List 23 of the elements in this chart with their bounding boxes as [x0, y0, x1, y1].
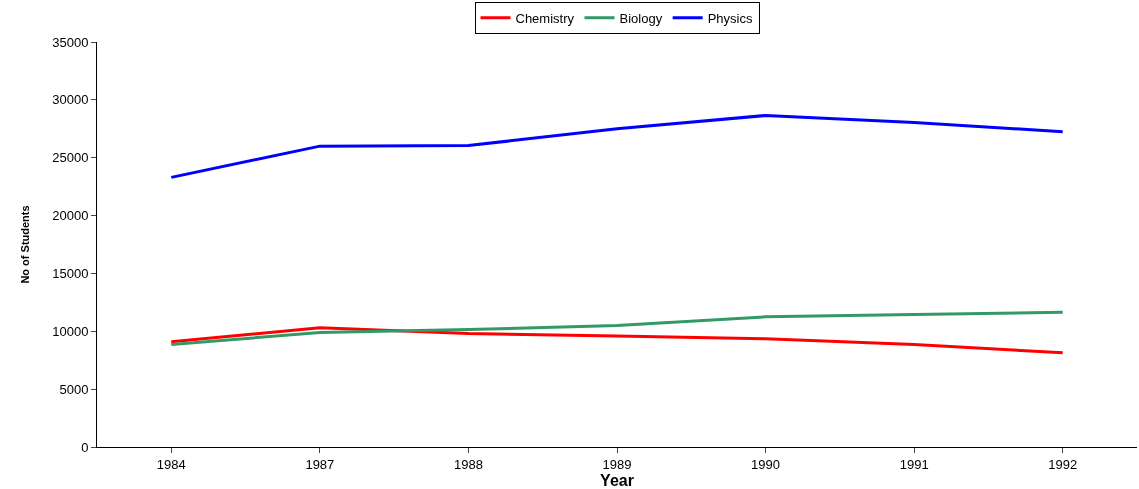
- y-tick-label: 25000: [52, 150, 89, 166]
- x-axis-title: Year: [600, 472, 634, 489]
- legend-label: Chemistry: [515, 10, 575, 26]
- x-tick-label: 1988: [453, 456, 483, 472]
- legend-label: Biology: [619, 10, 663, 26]
- x-tick-label: 1984: [156, 456, 186, 472]
- line-series: [169, 310, 1065, 347]
- x-tick-label: 1992: [1048, 456, 1078, 472]
- y-tick-label: 30000: [52, 92, 89, 108]
- line-series: [169, 326, 1065, 355]
- x-tick-label: 1989: [602, 456, 632, 472]
- x-tick-label: 1991: [899, 456, 929, 472]
- y-tick-label: 0: [81, 439, 89, 455]
- x-tick-label: 1987: [305, 456, 335, 472]
- line-series: [169, 113, 1065, 179]
- y-axis-title: No of Students: [18, 205, 31, 284]
- x-tick-label: 1990: [751, 456, 781, 472]
- legend-label: Physics: [707, 10, 753, 26]
- y-tick-label: 35000: [52, 34, 89, 50]
- y-tick-label: 5000: [59, 381, 89, 397]
- y-tick-label: 15000: [52, 265, 89, 281]
- y-tick-label: 10000: [52, 323, 89, 339]
- y-tick-label: 20000: [52, 208, 89, 224]
